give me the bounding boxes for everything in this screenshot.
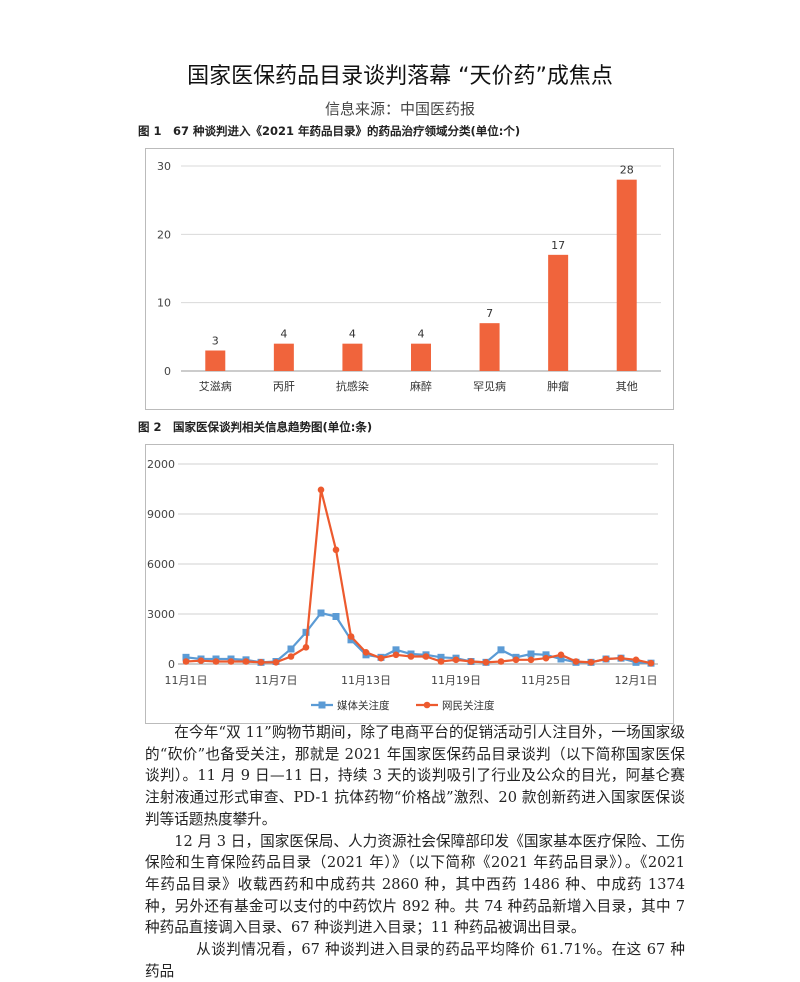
data-point [347,636,355,644]
data-point [482,659,490,666]
data-point [527,656,535,664]
data-point [572,658,580,665]
y-tick-label: 0 [164,365,171,378]
x-tick-label: 11月13日 [341,674,391,687]
data-point [497,646,505,654]
paragraph: 在今年“双 11”购物节期间，除了电商平台的促销活动引人注目外，一场国家级的“砍… [145,724,685,828]
data-point [242,658,250,665]
bar [616,179,637,371]
y-tick-label: 12000 [146,458,175,471]
data-point [542,651,550,659]
data-point [347,633,355,640]
data-point [632,656,640,664]
data-label: 7 [486,307,493,320]
data-point [557,655,565,663]
paragraph: 12 月 3 日，国家医保局、人力资源社会保障部印发《国家基本医疗保险、工伤保险… [145,832,685,937]
data-point [332,613,340,620]
data-point [467,658,475,665]
data-point [257,659,265,666]
bar [205,350,226,371]
bar [342,343,363,371]
data-point [437,658,445,665]
x-tick-label: 抗感染 [336,379,369,393]
data-label: 17 [551,239,565,252]
data-point [362,649,370,656]
data-point [527,650,535,658]
data-point [287,653,295,660]
legend-label: 网民关注度 [442,699,495,712]
data-point [212,658,220,665]
x-tick-label: 其他 [616,380,638,393]
data-label: 4 [349,328,356,341]
figure2-caption: 图 2 国家医保谈判相关信息趋势图(单位:条) [138,420,373,434]
data-point [647,659,655,667]
data-label: 3 [212,335,219,348]
data-point [332,546,340,554]
x-tick-label: 12月1日 [615,674,658,687]
bar [479,323,500,371]
data-point [182,658,190,665]
y-tick-label: 30 [157,160,171,173]
data-point [287,645,295,653]
data-point [227,658,235,665]
data-label: 4 [418,328,425,341]
data-point [392,646,400,654]
x-tick-label: 11月19日 [431,674,481,687]
data-point [512,656,520,664]
x-tick-label: 艾滋病 [199,379,232,393]
bar [273,343,294,371]
bar [411,343,431,371]
data-point [452,656,460,664]
data-point [272,659,280,666]
data-point [617,654,625,662]
data-point [542,654,550,662]
x-tick-label: 麻醉 [410,379,432,393]
data-point [407,653,415,660]
article-title: 国家医保药品目录谈判落幕 “天价药”成焦点 [187,64,613,89]
x-tick-label: 肿瘤 [547,379,569,393]
data-point [437,653,445,661]
x-tick-label: 11月25日 [521,674,571,687]
figure1-chart: 0 10 20 30 3 艾滋病 4 丙肝 4 抗感染 4 麻醉 7 罕见病 17 肿瘤 28 其他 [145,148,674,410]
data-point [317,486,325,494]
data-point [587,659,595,666]
article-body: 在今年“双 11”购物节期间，除了电商平台的促销活动引人注目外，一场国家级的“砍… [145,722,685,982]
legend-marker [423,701,431,709]
data-point [317,609,325,617]
bar-chart: 0 10 20 30 3 艾滋病 4 丙肝 4 抗感染 4 麻醉 7 罕见病 17 肿瘤 28 其他 [157,160,661,393]
x-tick-label: 丙肝 [273,380,295,393]
y-tick-label: 20 [157,228,171,241]
data-point [197,657,205,664]
series-line [185,489,652,665]
data-point [182,653,190,661]
data-point [377,654,385,662]
data-point [422,653,430,660]
data-label: 4 [280,328,287,341]
data-point [602,655,610,663]
data-point [497,658,505,665]
data-label: 28 [620,164,634,177]
data-point [302,628,310,636]
y-tick-label: 10 [157,297,171,310]
legend-label: 媒体关注度 [337,699,390,712]
paragraph: 从谈判情况看，67 种谈判进入目录的药品平均降价 61.71%。在这 67 种药… [145,941,685,980]
y-tick-label: 0 [168,658,175,671]
data-point [392,651,400,659]
bar [548,254,569,371]
data-point [302,644,310,651]
figure1-caption: 图 1 67 种谈判进入《2021 年药品目录》的药品治疗领域分类(单位:个) [138,124,521,138]
x-tick-label: 11月7日 [255,674,298,687]
y-tick-label: 9000 [147,508,175,521]
legend-marker [318,701,326,709]
line-chart: 0 3000 6000 9000 12000 11月1日 11月7日 11月13日 11月19日… [140,458,658,712]
figure2-chart: 0 3000 6000 9000 12000 11月1日 11月7日 11月13日 11月19日… [140,444,674,724]
article-source: 信息来源：中国医药报 [324,100,475,118]
y-tick-label: 3000 [147,608,175,621]
x-tick-label: 11月1日 [165,674,208,687]
y-tick-label: 6000 [147,558,175,571]
data-point [557,651,565,659]
x-tick-label: 罕见病 [473,379,506,393]
